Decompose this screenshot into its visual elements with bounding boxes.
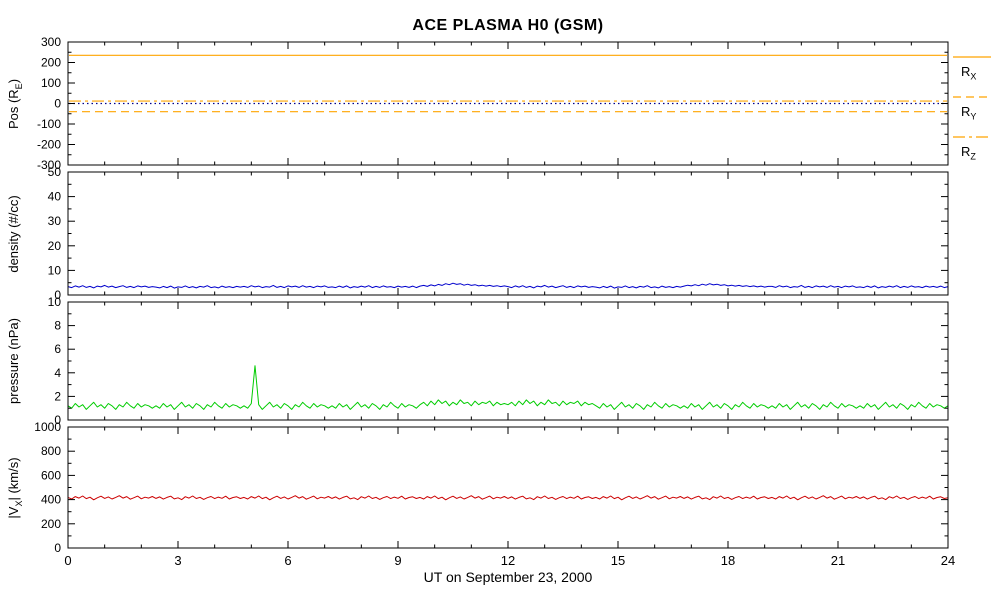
y-axis-label-pos: Pos (RE)	[6, 79, 24, 129]
legend-sub: X	[970, 71, 977, 82]
y-tick-label: 0	[54, 413, 61, 427]
y-tick-label: 2	[54, 389, 61, 403]
legend-sub: Z	[970, 151, 976, 162]
panel-frame	[67, 426, 949, 549]
y-tick-label: 400	[41, 493, 61, 507]
x-tick-label: 0	[64, 553, 71, 568]
panel-vx: 0 200 400 600 800 1000 0 3 6 9 12 15 18 21 24	[34, 420, 955, 568]
y-tick-label: 200	[41, 517, 61, 531]
y-tick-label: 40	[48, 190, 62, 204]
y-label-sub: E	[13, 83, 24, 90]
x-axis-label: UT on September 23, 2000	[423, 569, 593, 585]
panel-pressure: 0 2 4 6 8 10	[48, 295, 949, 427]
legend-label-ry: RY	[961, 104, 976, 122]
legend-label-rx: RX	[961, 64, 976, 82]
y-tick-label: 50	[48, 165, 62, 179]
y-label-text: | (km/s)	[6, 457, 22, 501]
x-tick-label: 9	[394, 553, 401, 568]
panel-density: 0 10 20 30 40 50	[48, 165, 949, 302]
y-tick-label: 10	[48, 263, 62, 277]
y-label-text: density (#/cc)	[6, 195, 22, 273]
x-tick-label: 12	[501, 553, 515, 568]
y-tick-label: 10	[48, 295, 62, 309]
series-density	[67, 282, 949, 289]
x-tick-label: 24	[941, 553, 955, 568]
y-tick-label: 200	[41, 56, 61, 70]
y-tick-label: 1000	[34, 420, 61, 434]
y-tick-label: 4	[54, 366, 61, 380]
y-tick-label: -100	[37, 117, 61, 131]
y-tick-label: 600	[41, 468, 61, 482]
y-tick-label: 800	[41, 444, 61, 458]
y-tick-label: -300	[37, 158, 61, 172]
y-tick-label: 0	[54, 288, 61, 302]
y-tick-label: 30	[48, 214, 62, 228]
y-tick-label: -200	[37, 138, 61, 152]
y-tick-label: 6	[54, 342, 61, 356]
y-tick-label: 20	[48, 239, 62, 253]
legend-text: R	[961, 104, 971, 119]
panel-frame	[67, 171, 949, 296]
y-tick-label: 0	[54, 97, 61, 111]
legend-text: R	[961, 144, 971, 159]
series-pressure	[67, 365, 949, 410]
y-label-text: Pos (R	[6, 89, 22, 130]
y-tick-label: 0	[54, 541, 61, 555]
x-tick-label: 6	[284, 553, 291, 568]
legend-text: R	[961, 64, 971, 79]
y-tick-label: 100	[41, 76, 61, 90]
y-axis-label-pressure: pressure (nPa)	[6, 318, 24, 404]
y-tick-label: 300	[41, 35, 61, 49]
y-axis-label-vx: |VX| (km/s)	[6, 457, 24, 518]
y-label-text: )	[6, 78, 22, 84]
y-label-sub: X	[13, 500, 24, 507]
legend-sub: Y	[970, 111, 977, 122]
chart-title: ACE PLASMA H0 (GSM)	[412, 17, 604, 34]
panel-pos: -300 -200 -100 0 100 200 300	[37, 35, 949, 172]
x-tick-label: 18	[721, 553, 735, 568]
y-label-text: |V	[6, 506, 22, 519]
y-axis-label-density: density (#/cc)	[6, 195, 24, 272]
legend-label-rz: RZ	[961, 144, 976, 162]
y-label-text: pressure (nPa)	[6, 318, 22, 404]
series-vx	[67, 495, 949, 501]
x-tick-label: 21	[831, 553, 845, 568]
y-tick-label: 8	[54, 319, 61, 333]
x-tick-label: 15	[611, 553, 625, 568]
panel-frame	[67, 301, 949, 421]
x-tick-label: 3	[174, 553, 181, 568]
